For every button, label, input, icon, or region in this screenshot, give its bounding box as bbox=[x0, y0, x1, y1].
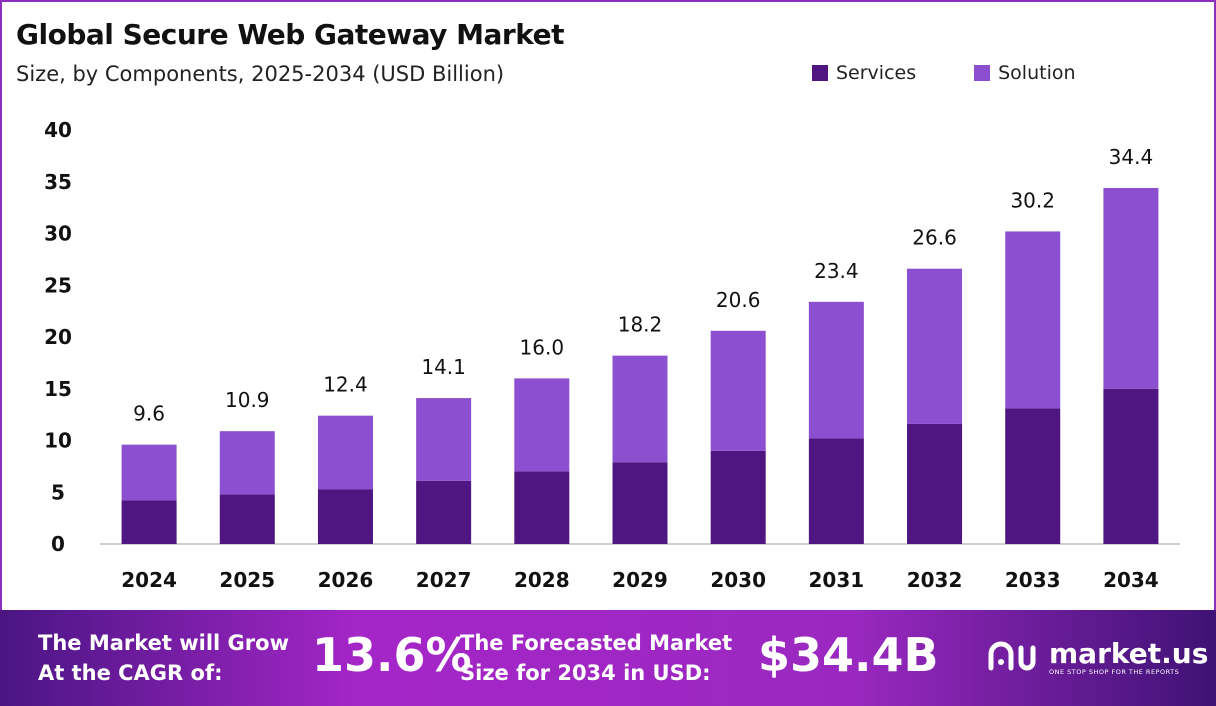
x-tick-label: 2030 bbox=[710, 568, 766, 592]
data-label-2025: 10.9 bbox=[225, 388, 270, 412]
x-tick-label: 2026 bbox=[318, 568, 374, 592]
bar-services-2029 bbox=[612, 462, 668, 544]
bar-solution-2032 bbox=[907, 268, 963, 424]
bar-solution-2034 bbox=[1103, 187, 1159, 389]
legend-item-solution: Solution bbox=[974, 62, 1076, 84]
x-tick-label: 2028 bbox=[514, 568, 570, 592]
bar-solution-2031 bbox=[808, 301, 864, 439]
data-label-2031: 23.4 bbox=[814, 259, 859, 283]
x-tick-label: 2033 bbox=[1005, 568, 1061, 592]
x-tick-label: 2024 bbox=[121, 568, 177, 592]
y-tick-label: 35 bbox=[44, 170, 72, 194]
y-tick-label: 15 bbox=[44, 377, 72, 401]
cagr-label-line1: The Market will Grow bbox=[38, 631, 289, 655]
bar-services-2024 bbox=[121, 500, 177, 544]
data-label-2024: 9.6 bbox=[133, 402, 165, 426]
chart-title: Global Secure Web Gateway Market bbox=[16, 18, 564, 51]
forecast-label: The Forecasted Market Size for 2034 in U… bbox=[460, 628, 732, 688]
cagr-label: The Market will Grow At the CAGR of: bbox=[38, 628, 289, 688]
data-label-2028: 16.0 bbox=[520, 335, 565, 359]
forecast-label-line1: The Forecasted Market bbox=[460, 631, 733, 655]
data-label-2034: 34.4 bbox=[1109, 145, 1154, 169]
legend: Services Solution bbox=[812, 62, 1076, 84]
data-label-2032: 26.6 bbox=[912, 226, 957, 250]
bar-services-2032 bbox=[907, 423, 963, 544]
y-tick-label: 30 bbox=[44, 222, 72, 246]
bar-solution-2024 bbox=[121, 444, 177, 501]
y-tick-label: 20 bbox=[44, 325, 72, 349]
y-tick-label: 5 bbox=[51, 480, 65, 504]
data-label-2029: 18.2 bbox=[618, 313, 663, 337]
data-label-2026: 12.4 bbox=[323, 373, 368, 397]
data-label-2027: 14.1 bbox=[421, 355, 466, 379]
legend-label-solution: Solution bbox=[998, 62, 1076, 84]
bar-services-2025 bbox=[219, 494, 275, 544]
bar-services-2031 bbox=[808, 438, 864, 544]
bar-services-2026 bbox=[317, 489, 373, 544]
bar-solution-2033 bbox=[1005, 231, 1061, 409]
bar-services-2028 bbox=[514, 471, 570, 544]
bar-solution-2027 bbox=[416, 398, 472, 481]
data-label-2033: 30.2 bbox=[1010, 188, 1055, 212]
cagr-value: 13.6% bbox=[312, 628, 472, 682]
x-tick-label: 2029 bbox=[612, 568, 668, 592]
legend-swatch-services bbox=[812, 65, 828, 81]
y-tick-label: 25 bbox=[44, 273, 72, 297]
bar-services-2033 bbox=[1005, 408, 1061, 544]
bar-services-2034 bbox=[1103, 388, 1159, 544]
bar-solution-2028 bbox=[514, 378, 570, 472]
logo-tagline: ONE STOP SHOP FOR THE REPORTS bbox=[1049, 668, 1180, 676]
logo-name: market.us bbox=[1049, 637, 1209, 670]
legend-label-services: Services bbox=[836, 62, 917, 84]
chart-subtitle: Size, by Components, 2025-2034 (USD Bill… bbox=[16, 62, 505, 86]
bar-solution-2029 bbox=[612, 355, 668, 463]
footer-banner: The Market will Grow At the CAGR of: 13.… bbox=[0, 610, 1216, 706]
y-tick-label: 0 bbox=[51, 532, 65, 556]
x-tick-label: 2031 bbox=[809, 568, 865, 592]
legend-item-services: Services bbox=[812, 62, 916, 84]
x-tick-label: 2032 bbox=[907, 568, 963, 592]
x-tick-label: 2034 bbox=[1103, 568, 1159, 592]
x-tick-label: 2027 bbox=[416, 568, 472, 592]
market-us-logo: market.us ONE STOP SHOP FOR THE REPORTS bbox=[985, 638, 1208, 678]
bar-solution-2025 bbox=[219, 431, 275, 495]
x-tick-label: 2025 bbox=[219, 568, 275, 592]
bar-chart: 05101520253035409.6202410.9202512.420261… bbox=[44, 118, 1180, 592]
y-tick-label: 10 bbox=[44, 429, 72, 453]
forecast-value: $34.4B bbox=[758, 628, 939, 682]
logo-mark-icon bbox=[988, 641, 1036, 671]
data-label-2030: 20.6 bbox=[716, 288, 761, 312]
bar-services-2030 bbox=[710, 450, 766, 544]
bar-solution-2026 bbox=[317, 415, 373, 490]
legend-swatch-solution bbox=[974, 65, 991, 81]
y-tick-label: 40 bbox=[44, 118, 72, 142]
bar-solution-2030 bbox=[710, 330, 766, 451]
forecast-label-line2: Size for 2034 in USD: bbox=[460, 661, 711, 685]
bar-services-2027 bbox=[416, 480, 472, 544]
cagr-label-line2: At the CAGR of: bbox=[38, 661, 223, 685]
